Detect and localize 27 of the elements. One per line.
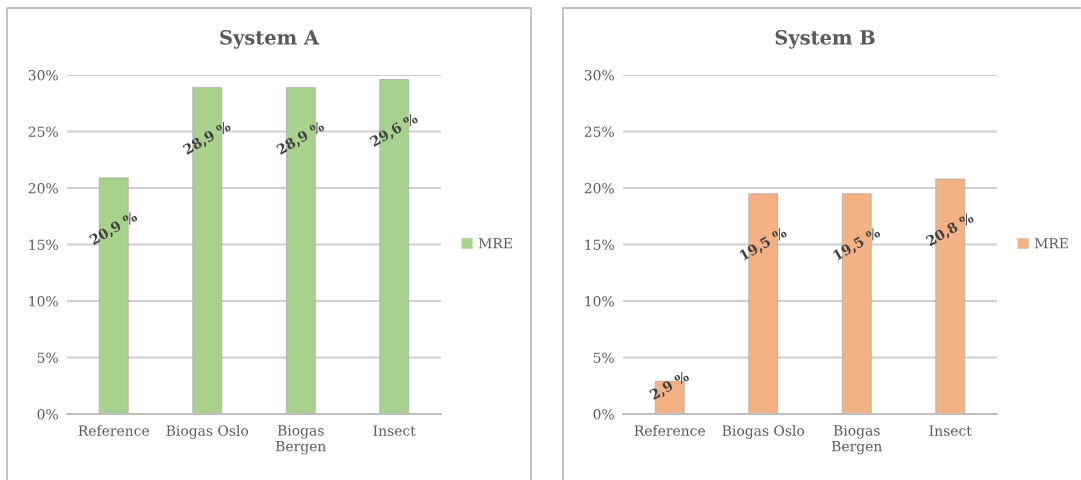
chart-title: System B (775, 30, 875, 49)
y-tick-label: 10% (29, 295, 58, 307)
x-tick-label: Reference (634, 425, 705, 436)
y-tick-label: 30% (28, 69, 58, 81)
x-tick-label: Biogas Oslo (722, 425, 805, 439)
y-tick-label: 5% (37, 352, 58, 363)
x-tick-label: Biogas Bergen (831, 425, 882, 455)
y-tick-label: 10% (585, 295, 614, 307)
y-tick-label: 15% (29, 239, 58, 250)
chart-title: System A (220, 30, 320, 49)
y-tick-label: 25% (584, 126, 614, 137)
y-tick-label: 0% (37, 408, 58, 420)
x-tick-label: Insect (929, 425, 972, 436)
y-tick-label: 20% (584, 182, 614, 194)
legend-label: MRE (478, 238, 512, 249)
x-tick-label: Insect (373, 425, 416, 436)
y-tick-label: 0% (593, 408, 614, 420)
y-tick-label: 30% (584, 69, 614, 81)
y-tick-label: 15% (585, 239, 614, 250)
y-tick-label: 20% (28, 182, 58, 194)
y-tick-label: 5% (593, 352, 614, 363)
legend-label: MRE (1034, 238, 1068, 249)
text: 2,9 % (649, 370, 690, 400)
y-tick-label: 25% (28, 126, 58, 137)
x-tick-label: Biogas Oslo (166, 425, 249, 439)
x-tick-label: Biogas Bergen (275, 425, 326, 455)
x-tick-label: Reference (78, 425, 149, 436)
